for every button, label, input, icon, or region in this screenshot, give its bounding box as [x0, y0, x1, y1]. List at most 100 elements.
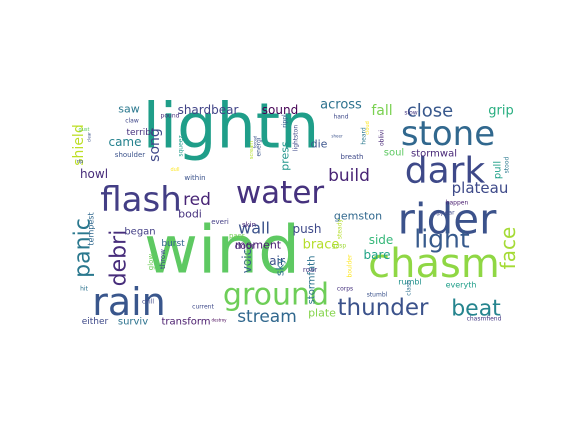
- cloud-word-chasmfiend: chasmfiend: [467, 316, 502, 323]
- cloud-word-sound: sound: [262, 103, 298, 117]
- cloud-word-air: air: [269, 254, 285, 268]
- cloud-word-pound: pound: [161, 113, 180, 120]
- cloud-word-squeez: squeez: [178, 135, 185, 156]
- cloud-word-throw: throw: [159, 249, 167, 269]
- cloud-word-within: within: [184, 174, 205, 182]
- cloud-word-forced: forced: [253, 135, 258, 148]
- cloud-word-pull: pull: [493, 161, 504, 179]
- cloud-word-build: build: [328, 166, 370, 186]
- cloud-word-fall: fall: [371, 103, 392, 119]
- cloud-word-breath: breath: [341, 153, 364, 161]
- cloud-word-face: face: [496, 227, 520, 270]
- cloud-word-press: press: [279, 141, 292, 171]
- cloud-word-plate: plate: [308, 307, 336, 320]
- cloud-word-stumbl: stumbl: [367, 292, 388, 299]
- cloud-word-bare: bare: [363, 248, 390, 262]
- cloud-word-slow: slow: [404, 110, 417, 117]
- cloud-word-claw: claw: [125, 118, 139, 125]
- cloud-word-bodi: bodi: [178, 208, 202, 221]
- cloud-word-rumbl: rumbl: [398, 278, 421, 287]
- cloud-word-gust: gust: [79, 127, 90, 133]
- cloud-word-energi: energi: [256, 137, 263, 156]
- cloud-word-beat: beat: [451, 297, 501, 322]
- cloud-word-water: water: [236, 175, 325, 211]
- cloud-word-brace: brace: [303, 238, 340, 253]
- cloud-word-corps: corps: [337, 286, 353, 293]
- cloud-word-red: red: [183, 190, 211, 210]
- cloud-word-rip: rip: [77, 159, 84, 165]
- cloud-word-lightston: lightston: [293, 125, 300, 151]
- cloud-word-appear: appear: [433, 210, 455, 217]
- cloud-word-scream: scream: [249, 141, 255, 159]
- cloud-word-thunder: thunder: [338, 295, 429, 321]
- cloud-word-gasp: gasp: [332, 243, 347, 250]
- cloud-word-cloud: cloud: [365, 121, 371, 135]
- cloud-word-burst: burst: [161, 239, 185, 249]
- cloud-word-song: song: [147, 128, 163, 162]
- cloud-word-came: came: [108, 135, 141, 149]
- cloud-word-roar: roar: [303, 266, 317, 274]
- cloud-word-skin: skin: [242, 221, 256, 229]
- cloud-word-steady: steady: [337, 218, 344, 239]
- cloud-word-glow: glow: [147, 254, 155, 271]
- cloud-word-happen: happen: [446, 200, 469, 207]
- cloud-word-moment: moment: [235, 239, 282, 252]
- cloud-word-tempest: tempest: [87, 212, 96, 245]
- cloud-word-everi: everi: [211, 218, 229, 226]
- cloud-word-rain: rain: [92, 280, 166, 324]
- cloud-word-stormfath: stormfath: [307, 256, 318, 305]
- cloud-word-pass: pass: [229, 232, 245, 240]
- cloud-word-saw: saw: [118, 103, 139, 116]
- cloud-word-clash: clash: [406, 280, 413, 296]
- cloud-word-stood: stood: [504, 157, 511, 174]
- cloud-word-dull: dull: [170, 167, 179, 173]
- cloud-word-destroy: destroy: [211, 318, 227, 323]
- cloud-word-side: side: [369, 233, 394, 247]
- cloud-word-shield: shield: [71, 124, 87, 165]
- cloud-word-stream: stream: [237, 307, 297, 327]
- cloud-word-sheer: sheer: [331, 134, 343, 139]
- cloud-word-oblivi: oblivi: [379, 130, 386, 146]
- cloud-word-panic: panic: [71, 218, 96, 278]
- cloud-word-ground: ground: [223, 278, 329, 313]
- cloud-word-soul: soul: [384, 148, 404, 159]
- cloud-word-gemston: gemston: [334, 210, 382, 223]
- cloud-word-door: door: [235, 242, 256, 252]
- cloud-word-flash: flash: [100, 180, 182, 220]
- cloud-word-terribl: terribl: [126, 128, 153, 138]
- cloud-word-shoulder: shoulder: [115, 151, 145, 159]
- cloud-word-stone: stone: [401, 114, 495, 154]
- cloud-word-lightn: lightn: [143, 90, 320, 163]
- cloud-word-rider: rider: [398, 195, 497, 244]
- cloud-word-chasm: chasm: [368, 241, 500, 287]
- cloud-word-push: push: [292, 222, 321, 236]
- cloud-word-grip: grip: [488, 104, 513, 119]
- cloud-word-wall: wall: [238, 219, 270, 238]
- cloud-word-wind: wind: [144, 212, 300, 289]
- cloud-word-clear: clear: [87, 132, 92, 142]
- cloud-word-shardbear: shardbear: [178, 103, 239, 117]
- cloud-word-debri: debri: [107, 230, 132, 287]
- cloud-word-rippl: rippl: [282, 114, 289, 128]
- cloud-word-surviv: surviv: [118, 317, 148, 328]
- cloud-word-stormwal: stormwal: [411, 149, 457, 160]
- cloud-word-hand: hand: [333, 114, 348, 121]
- cloud-word-sky: sky: [274, 257, 287, 276]
- cloud-word-howl: howl: [80, 167, 108, 181]
- cloud-word-current: current: [192, 304, 214, 311]
- cloud-word-boulder: boulder: [347, 254, 354, 277]
- cloud-word-plateau: plateau: [452, 179, 509, 197]
- cloud-word-dark: dark: [405, 151, 486, 192]
- cloud-word-closer: closer: [244, 250, 250, 266]
- cloud-word-close: close: [407, 101, 453, 122]
- cloud-word-either: either: [82, 317, 109, 327]
- cloud-word-transform: transform: [161, 317, 210, 328]
- cloud-word-chill: chill: [142, 299, 154, 306]
- cloud-word-everyth: everyth: [446, 281, 477, 290]
- cloud-word-across: across: [320, 98, 362, 113]
- cloud-word-began: began: [124, 227, 155, 238]
- cloud-word-heard: heard: [361, 127, 368, 145]
- cloud-word-voic: voic: [240, 249, 254, 273]
